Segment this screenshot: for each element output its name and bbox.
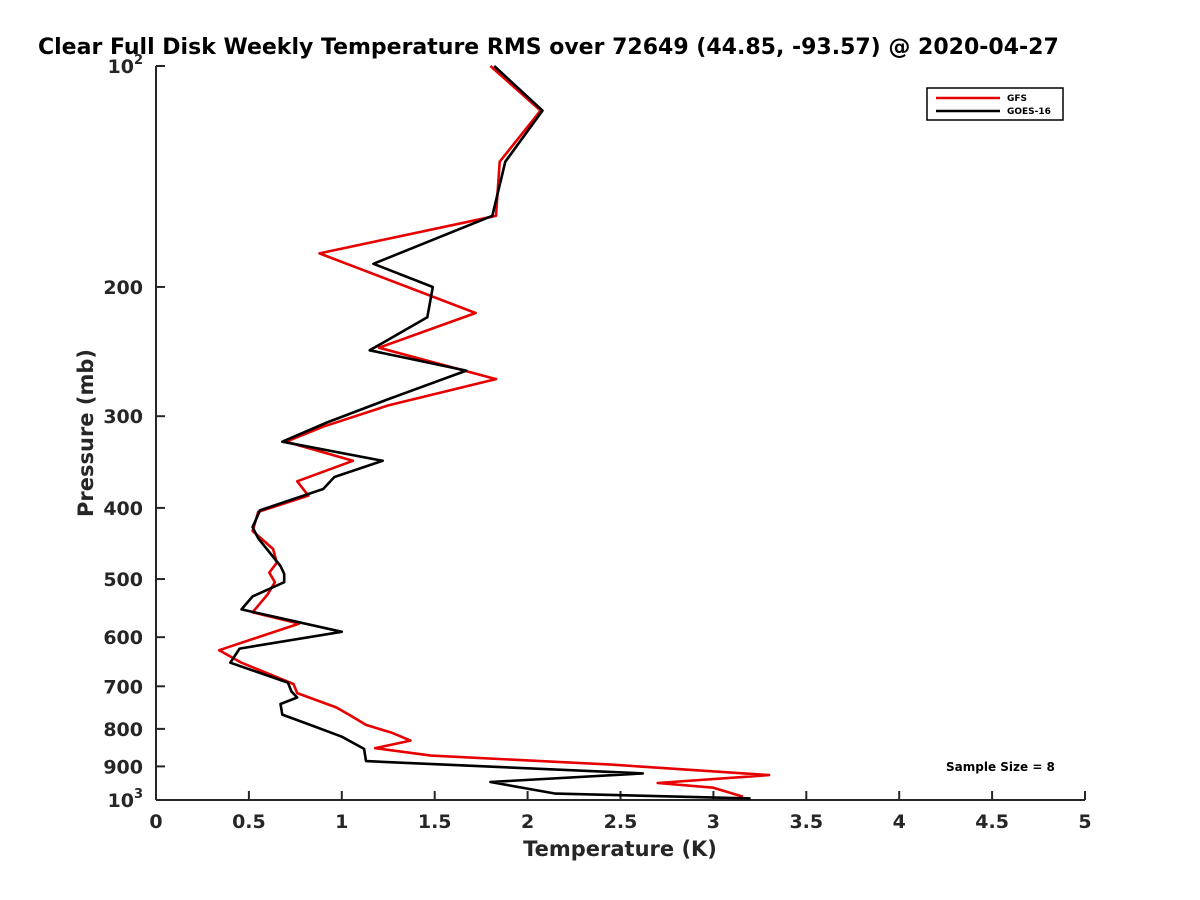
y-tick-base: 10 (108, 790, 134, 812)
y-tick-label-power: 103 (108, 787, 144, 812)
y-tick-label: 700 (103, 676, 143, 698)
x-tick-label: 0 (149, 811, 162, 833)
y-tick-label-power: 102 (108, 53, 144, 78)
plot-area: 0 0.5 1 1.5 2 2.5 3 3.5 4 4.5 5 102200300400500600… (103, 53, 1091, 833)
x-axis-label: Temperature (K) (523, 837, 717, 861)
y-tick-base: 10 (108, 56, 134, 78)
y-tick-exponent: 3 (134, 787, 143, 802)
x-tick-label: 3.5 (789, 811, 823, 833)
y-tick-label: 900 (103, 756, 143, 778)
y-tick-label: 500 (103, 569, 143, 591)
x-tick-label: 3 (707, 811, 720, 833)
y-tick-label: 300 (103, 406, 143, 428)
x-tick-label: 1 (335, 811, 348, 833)
y-tick-label: 800 (103, 719, 143, 741)
chart-title: Clear Full Disk Weekly Temperature RMS o… (38, 35, 1059, 60)
x-tick-label: 4 (893, 811, 906, 833)
y-axis-label: Pressure (mb) (74, 349, 98, 517)
series-line-goes-16 (229, 65, 751, 800)
series-layer (217, 65, 771, 800)
x-tick-label: 2 (521, 811, 534, 833)
x-tick-label: 2.5 (604, 811, 638, 833)
y-tick-label: 400 (103, 498, 143, 520)
x-tick-label: 5 (1078, 811, 1091, 833)
legend-label: GOES-16 (1007, 107, 1051, 117)
x-tick-label: 4.5 (975, 811, 1009, 833)
x-ticks: 0 0.5 1 1.5 2 2.5 3 3.5 4 4.5 5 (149, 791, 1092, 833)
y-tick-label: 600 (103, 627, 143, 649)
y-tick-label: 200 (103, 277, 143, 299)
legend-label: GFS (1007, 94, 1027, 104)
series-line-gfs (217, 65, 771, 799)
sample-size-annotation: Sample Size = 8 (946, 760, 1055, 774)
y-tick-exponent: 2 (134, 53, 143, 68)
legend: GFS GOES-16 (926, 87, 1064, 121)
legend-box (926, 87, 1064, 121)
x-tick-label: 1.5 (418, 811, 452, 833)
x-tick-label: 0.5 (232, 811, 266, 833)
